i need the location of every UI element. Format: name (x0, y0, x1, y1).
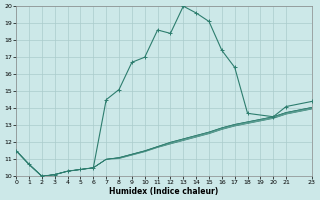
X-axis label: Humidex (Indice chaleur): Humidex (Indice chaleur) (109, 187, 219, 196)
